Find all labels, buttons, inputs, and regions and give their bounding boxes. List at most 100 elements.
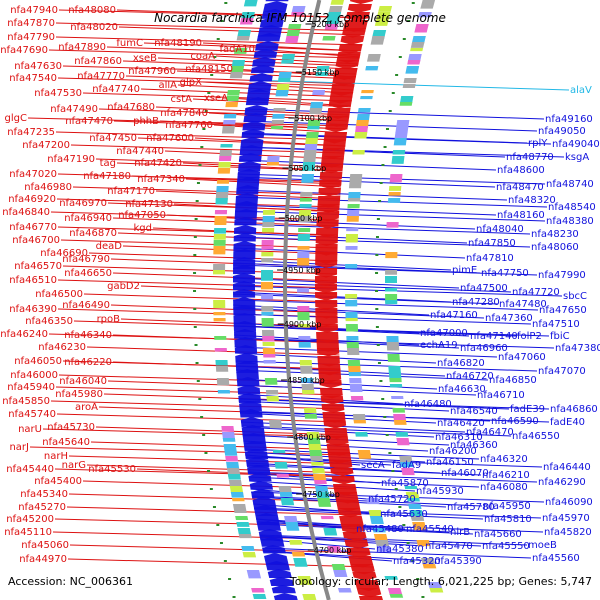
gene-label-reverse: nfa46200	[429, 446, 477, 457]
cog-feature	[213, 312, 226, 316]
gene-label-reverse: folP2	[517, 331, 542, 342]
cog-feature	[347, 360, 361, 368]
cog-feature	[389, 174, 403, 183]
gc-mark	[196, 380, 200, 382]
gene-label-forward: nfa46690	[40, 248, 88, 259]
gene-arrow	[258, 529, 284, 541]
callout-line	[238, 393, 404, 405]
gene-label-reverse: nfa46080	[480, 482, 528, 493]
cog-feature	[237, 528, 252, 535]
gene-arrow	[233, 257, 256, 269]
cog-feature	[386, 342, 400, 351]
callout-line	[235, 360, 538, 372]
callout-line	[194, 137, 346, 147]
gene-arrow	[316, 212, 340, 222]
cog-feature	[309, 108, 323, 115]
gene-label-forward: cstA	[171, 94, 193, 105]
gc-mark	[375, 290, 379, 292]
gene-arrow	[252, 57, 276, 67]
gene-arrow	[315, 292, 338, 301]
callout-line	[57, 279, 338, 289]
callout-line	[249, 480, 416, 492]
callout-line	[254, 508, 484, 520]
gene-label-reverse: nfa46420	[437, 418, 485, 429]
cog-feature	[272, 450, 286, 454]
cog-feature	[229, 486, 244, 494]
cog-feature	[345, 246, 358, 250]
cog-feature	[229, 72, 243, 79]
cog-feature	[309, 450, 323, 457]
gc-mark	[416, 578, 420, 580]
gc-mark	[202, 128, 206, 130]
gene-label-forward: nfa48190	[154, 38, 202, 49]
gc-mark	[200, 416, 204, 418]
cog-feature	[298, 342, 311, 348]
callout-line	[234, 218, 476, 230]
gene-label-reverse: nfa48320	[508, 195, 556, 206]
gene-label-reverse: nfa45950	[483, 501, 531, 512]
callout-line	[235, 204, 497, 216]
gene-arrow	[319, 388, 343, 399]
cog-feature	[346, 228, 359, 232]
gene-label-forward: kgd	[134, 223, 153, 234]
gene-label-forward: nfa45980	[55, 389, 103, 400]
callout-line	[239, 159, 497, 171]
gene-arrow	[315, 276, 338, 287]
gene-label-forward: tag	[100, 158, 116, 169]
cog-feature	[243, 0, 258, 7]
gene-label-forward: nfa47170	[107, 186, 155, 197]
gene-label-reverse: nfa45320	[393, 556, 441, 567]
cog-feature	[311, 468, 326, 474]
cog-feature	[352, 414, 366, 421]
cog-feature	[312, 474, 327, 481]
callout-line	[237, 176, 496, 188]
gene-label-reverse: nfa46820	[437, 358, 485, 369]
gene-arrow	[237, 169, 261, 181]
gc-ring-outer	[193, 2, 236, 598]
cog-feature	[226, 96, 240, 101]
cog-feature	[299, 198, 313, 202]
gene-arrow	[346, 548, 371, 558]
callout-line	[192, 98, 351, 108]
cog-feature	[241, 12, 255, 19]
gene-arrow	[244, 105, 268, 116]
gene-arrow	[251, 489, 275, 499]
cog-feature	[217, 168, 231, 174]
cog-feature	[261, 276, 274, 281]
scale-label: 4700 kbp	[314, 546, 352, 555]
callout-line	[90, 441, 350, 451]
gene-arrow	[240, 417, 264, 427]
gene-arrow	[237, 385, 261, 395]
gene-arrow	[323, 420, 347, 429]
cog-feature	[368, 510, 383, 517]
gene-label-forward: nfa47540	[9, 73, 57, 84]
scale-label: 5150 kbp	[302, 68, 340, 77]
gene-label-forward: allA	[158, 80, 177, 91]
gene-label-forward: nfa45060	[21, 540, 69, 551]
cog-feature	[311, 462, 324, 466]
callout-line	[86, 464, 354, 474]
gene-label-forward: nfa46340	[64, 330, 112, 341]
cog-feature	[418, 12, 432, 18]
gene-label-forward: nfa45110	[4, 527, 52, 538]
scale-label: 4900 kbp	[284, 320, 322, 329]
gene-label-forward: nfa46500	[35, 289, 83, 300]
gene-label-reverse: nfa46070	[441, 468, 489, 479]
gene-label-reverse: nfa45470	[425, 541, 473, 552]
cog-feature	[213, 300, 226, 308]
gene-label-reverse: nfa48160	[497, 210, 545, 221]
cog-feature	[266, 162, 280, 166]
gene-arrow	[253, 505, 278, 517]
gene-arrow	[317, 356, 340, 367]
cog-feature	[410, 42, 425, 48]
gene-label-reverse: nfa46310	[435, 432, 483, 443]
gene-arrow	[242, 433, 266, 444]
cog-feature	[281, 60, 294, 64]
cog-feature	[213, 228, 227, 234]
cog-feature	[300, 366, 313, 374]
cog-feature	[291, 552, 306, 557]
cog-feature	[239, 18, 254, 25]
cog-feature	[263, 360, 276, 364]
cog-feature	[370, 36, 385, 45]
gene-arrow	[239, 409, 263, 418]
